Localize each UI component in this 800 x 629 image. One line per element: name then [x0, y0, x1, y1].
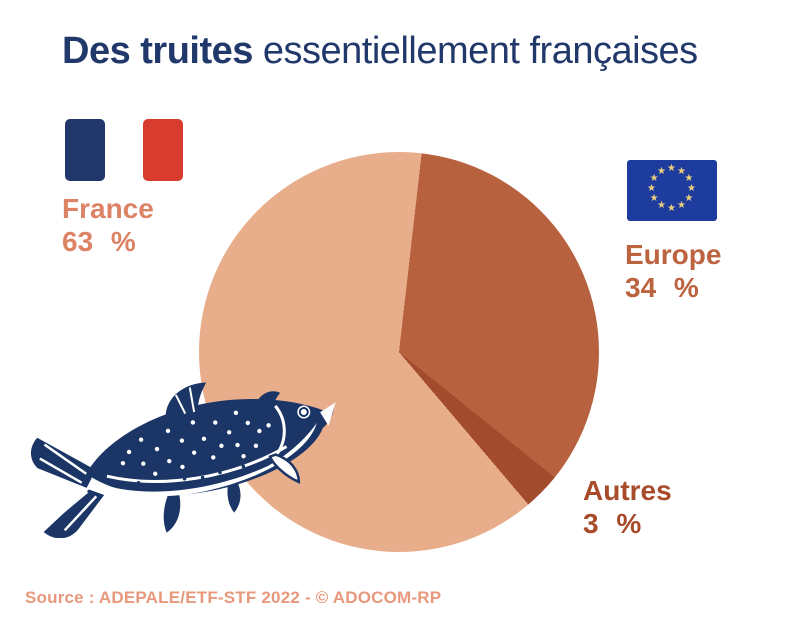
france-flag-icon — [65, 119, 183, 181]
eu-star-icon: ★ — [667, 163, 676, 174]
eu-star-icon: ★ — [677, 165, 686, 177]
eu-star-icon: ★ — [684, 193, 694, 204]
eu-star-icon: ★ — [647, 183, 656, 194]
france-flag-white — [105, 119, 143, 181]
eu-star-icon: ★ — [667, 203, 676, 214]
eu-star-icon: ★ — [649, 173, 659, 184]
europe-callout: Europe 34 % — [625, 238, 721, 304]
france-callout: France 63 % — [62, 192, 154, 258]
eu-flag-icon: ★ ★ ★ ★ ★ ★ ★ ★ ★ ★ ★ ★ — [627, 160, 717, 221]
autres-callout: Autres 3 % — [583, 474, 672, 540]
autres-label: Autres — [583, 475, 672, 506]
france-flag-red — [143, 119, 183, 181]
title-bold: Des truites — [62, 30, 253, 72]
europe-label: Europe — [625, 239, 722, 270]
eu-star-icon: ★ — [687, 183, 696, 194]
pie-chart — [199, 152, 599, 552]
france-flag-blue — [65, 119, 105, 181]
europe-value: 34 % — [625, 272, 699, 303]
france-label: France — [62, 193, 154, 224]
autres-value: 3 % — [583, 508, 642, 539]
eu-star-icon: ★ — [657, 165, 666, 177]
source-text: Source : ADEPALE/ETF-STF 2022 - © ADOCOM… — [25, 588, 442, 607]
eu-star-icon: ★ — [657, 200, 666, 212]
eu-star-icon: ★ — [684, 173, 694, 184]
page-title: Des truites essentiellement françaises — [62, 30, 698, 73]
trout-illustration — [30, 382, 336, 538]
eu-star-icon: ★ — [649, 193, 659, 204]
eu-star-icon: ★ — [677, 200, 686, 212]
france-value: 63 % — [62, 226, 136, 257]
title-regular: essentiellement françaises — [262, 30, 698, 72]
